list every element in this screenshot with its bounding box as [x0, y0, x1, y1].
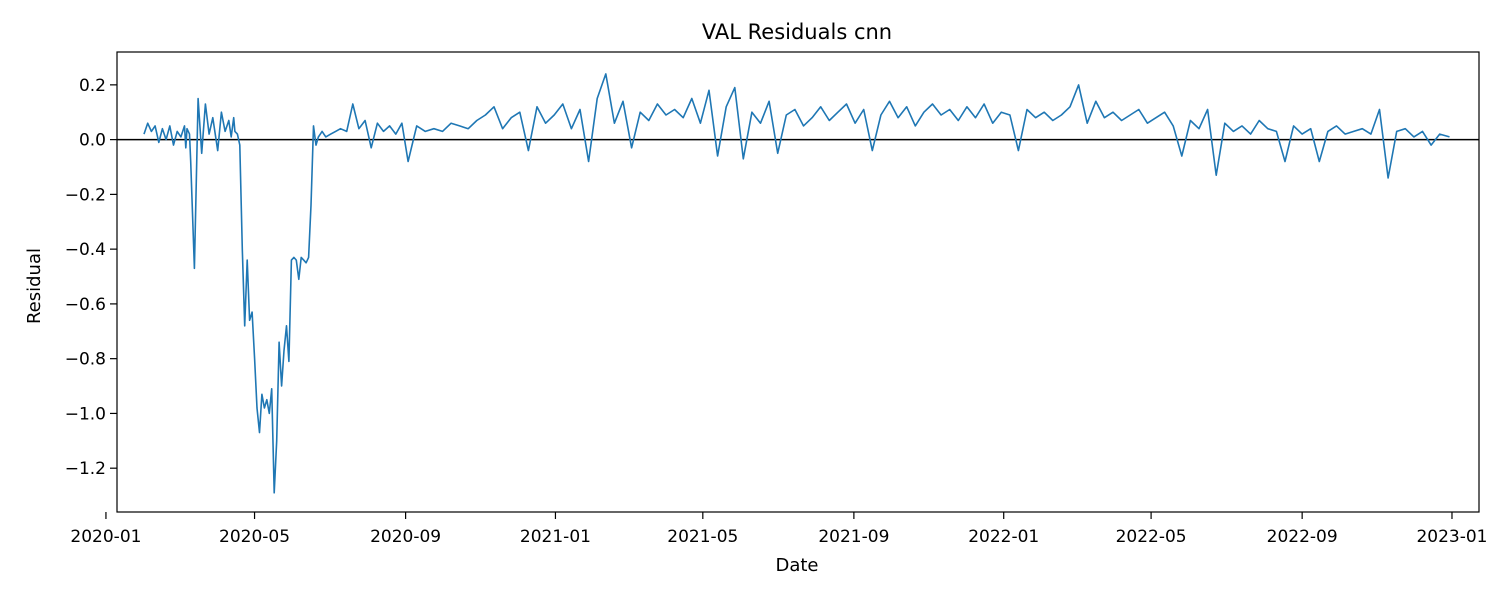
y-tick-label: 0.0	[79, 131, 106, 151]
x-tick-label: 2020-01	[70, 527, 141, 547]
x-axis-label: Date	[775, 555, 818, 576]
chart-title: VAL Residuals cnn	[702, 20, 892, 44]
residual-series-line	[143, 73, 1450, 494]
x-axis-ticks: 2020-01 2020-05 2020-09 2021-01 2021-05 2021-…	[70, 512, 1487, 547]
x-tick-label: 2021-09	[818, 527, 889, 547]
x-tick-label: 2020-05	[219, 527, 290, 547]
y-tick-label: −0.2	[65, 185, 106, 205]
plot-area	[116, 51, 1480, 513]
y-tick-label: −1.0	[65, 404, 106, 424]
y-tick-label: −0.8	[65, 350, 106, 370]
x-tick-label: 2020-09	[370, 527, 441, 547]
y-tick-label: −0.4	[65, 240, 106, 260]
x-tick-label: 2021-05	[667, 527, 738, 547]
y-axis-label: Residual	[24, 248, 45, 324]
y-tick-label: 0.2	[79, 76, 106, 96]
x-tick-label: 2022-05	[1116, 527, 1187, 547]
x-tick-label: 2022-09	[1267, 527, 1338, 547]
y-axis-ticks: 0.2 0.0 −0.2 −0.4 −0.6 −0.8 −1.0 −1.2	[65, 76, 117, 479]
plot-frame	[116, 51, 1480, 513]
x-tick-label: 2021-01	[520, 527, 591, 547]
y-tick-label: −1.2	[65, 459, 106, 479]
x-tick-label: 2022-01	[968, 527, 1039, 547]
y-tick-label: −0.6	[65, 295, 106, 315]
x-tick-label: 2023-01	[1416, 527, 1487, 547]
